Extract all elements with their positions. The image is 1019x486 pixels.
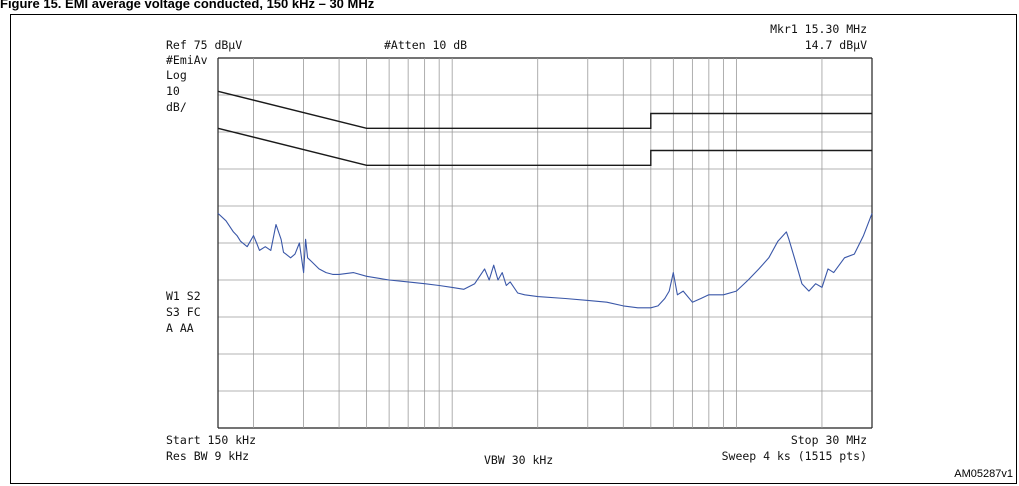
- marker-value-label: 14.7 dBµV: [804, 38, 867, 52]
- trace-info-line: S3 FC: [166, 305, 201, 319]
- limit-lines: [217, 90, 872, 167]
- limit-line: [217, 90, 872, 130]
- start-freq-label: Start 150 kHz: [166, 433, 257, 447]
- measurement-trace: [217, 212, 873, 309]
- trace-info-line: W1 S2: [166, 289, 201, 303]
- figure-id: AM05287v1: [954, 468, 1013, 480]
- stop-freq-label: Stop 30 MHz: [790, 433, 867, 447]
- plot-grid: [217, 57, 873, 429]
- limit-line: [217, 127, 872, 167]
- scale-value-label: 10: [166, 84, 180, 98]
- attenuation-label: #Atten 10 dB: [384, 38, 468, 52]
- ref-level-label: Ref 75 dBµV: [166, 38, 243, 52]
- scale-unit-label: dB/: [166, 100, 187, 114]
- vbw-label: VBW 30 kHz: [484, 453, 554, 467]
- sweep-label: Sweep 4 ks (1515 pts): [721, 449, 867, 463]
- detector-label: #EmiAv: [166, 53, 208, 67]
- trace-info-line: A AA: [166, 321, 194, 335]
- figure-caption: Figure 15. EMI average voltage conducted…: [0, 0, 375, 11]
- trace-line: [217, 212, 873, 309]
- marker-name-label: Mkr1 15.30 MHz: [770, 22, 867, 36]
- scale-type-label: Log: [166, 68, 187, 82]
- figure-frame: [10, 14, 1017, 484]
- res-bw-label: Res BW 9 kHz: [166, 449, 250, 463]
